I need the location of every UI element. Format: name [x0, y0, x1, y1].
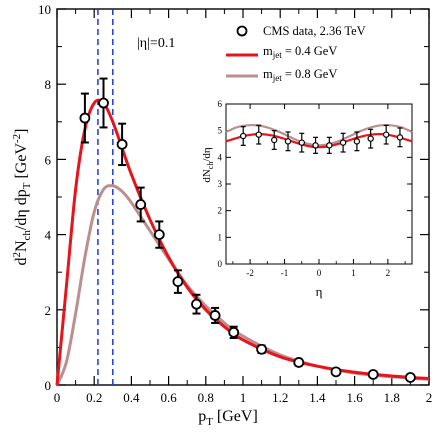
inset-x-axis-label: η	[316, 284, 323, 299]
inset-y-tick-label: 3	[218, 179, 223, 189]
x-tick-label: 1	[240, 390, 247, 405]
inset-data-point	[255, 131, 262, 138]
inset-data-point	[326, 142, 333, 149]
x-tick-label: 1.6	[346, 390, 363, 405]
data-point	[330, 366, 342, 378]
x-tick-label: 0	[54, 390, 61, 405]
data-point	[153, 229, 165, 241]
inset-x-tick-label: 2	[386, 268, 391, 278]
y-tick-label: 0	[45, 378, 52, 393]
x-tick-label: 0.8	[198, 390, 214, 405]
data-point	[404, 372, 416, 383]
x-tick-label: 0.4	[123, 390, 140, 405]
inset-data-point	[298, 139, 305, 146]
inset-y-axis-label: dNch/dη	[201, 147, 215, 183]
y-tick-label: 2	[45, 303, 52, 318]
inset-y-tick-label: 1	[218, 232, 223, 242]
y-axis-label: d2Nch/dη dpT [GeV-2]	[11, 128, 33, 265]
inset-data-point	[240, 132, 247, 140]
inset-data-point	[284, 138, 292, 145]
inset-data-point	[271, 136, 278, 144]
inset-data-point	[339, 139, 347, 146]
legend: CMS data, 2.36 TeV mjet = 0.4 GeV mjet =…	[226, 24, 366, 83]
y-tick-label: 10	[38, 2, 51, 17]
inset-data-point	[382, 131, 390, 138]
data-point	[256, 343, 268, 355]
data-point	[293, 357, 305, 368]
eta-annotation: |η|=0.1	[137, 36, 175, 51]
inset-y-tick-label: 0	[218, 259, 223, 269]
inset-y-tick-label: 2	[218, 206, 223, 216]
data-point	[116, 138, 128, 150]
y-tick-label: 4	[45, 228, 52, 243]
x-tick-label: 1.8	[384, 390, 400, 405]
inset-data-point	[312, 142, 319, 149]
data-point	[79, 112, 91, 124]
inset-y-tick-label: 6	[218, 99, 223, 109]
data-point	[209, 310, 221, 321]
x-tick-label: 0.6	[160, 390, 177, 405]
inset-x-tick-label: 1	[351, 268, 356, 278]
inset-x-tick-label: -1	[281, 268, 289, 278]
inset-x-tick-label: 0	[317, 268, 322, 278]
x-tick-label: 0.2	[86, 390, 102, 405]
inset-data-point	[353, 138, 361, 145]
data-point	[172, 276, 184, 288]
x-tick-label: 1.4	[309, 390, 326, 405]
x-tick-label: 2	[426, 390, 433, 405]
legend-marker-data	[236, 25, 248, 37]
data-point	[135, 199, 147, 210]
inset-frame	[225, 103, 413, 265]
inset-x-tick-label: -2	[246, 268, 254, 278]
legend-label-series-2: mjet = 0.8 GeV	[263, 67, 337, 83]
legend-label-series-1: mjet = 0.4 GeV	[263, 44, 337, 60]
legend-label-data: CMS data, 2.36 TeV	[263, 24, 366, 38]
inset-y-tick-label: 4	[218, 152, 223, 162]
inset-data-point	[396, 134, 404, 141]
data-point	[228, 326, 240, 338]
data-point	[98, 97, 109, 109]
inset-plot: -2 -1 0 1 2 0 1 2 3 4 5 6	[218, 99, 413, 278]
x-axis-label: pT [GeV]	[198, 408, 258, 428]
data-point	[191, 298, 202, 310]
y-tick-label: 8	[45, 77, 52, 92]
inset-y-tick-label: 5	[218, 126, 223, 136]
inset-data-point	[367, 135, 374, 142]
y-tick-label: 6	[45, 152, 52, 167]
data-point	[367, 369, 379, 380]
x-tick-label: 1.2	[272, 390, 288, 405]
